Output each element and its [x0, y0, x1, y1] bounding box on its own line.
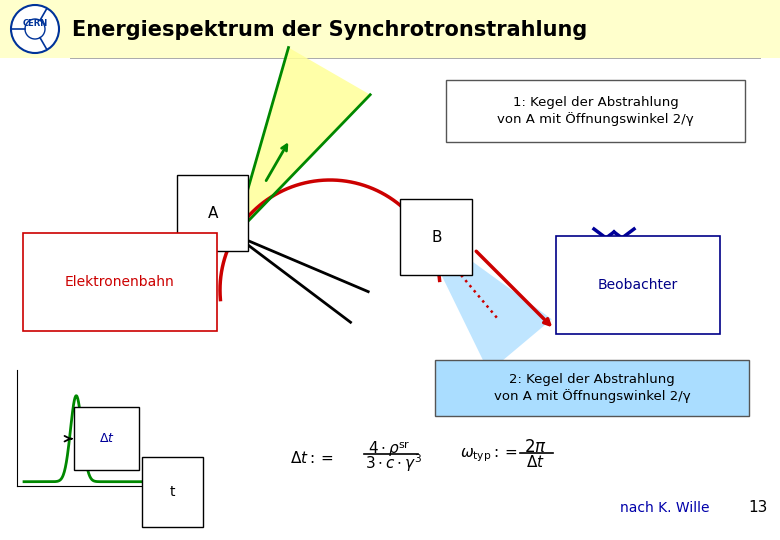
Text: $3 \cdot c \cdot \gamma^3$: $3 \cdot c \cdot \gamma^3$: [365, 452, 422, 474]
Text: $\Delta t$: $\Delta t$: [98, 432, 115, 445]
Text: $4 \cdot \rho$: $4 \cdot \rho$: [368, 438, 400, 457]
Text: $2\pi$: $2\pi$: [523, 438, 547, 456]
Text: $\Delta t$: $\Delta t$: [526, 454, 544, 470]
Polygon shape: [235, 48, 370, 235]
Text: A: A: [207, 206, 218, 220]
Text: Elektronenbahn: Elektronenbahn: [65, 275, 175, 289]
Text: nach K. Wille: nach K. Wille: [620, 501, 710, 515]
Text: 2: Kegel der Abstrahlung
von A mit Öffnungswinkel 2/γ: 2: Kegel der Abstrahlung von A mit Öffnu…: [494, 374, 690, 403]
Circle shape: [11, 5, 59, 53]
Text: B: B: [431, 230, 441, 245]
Text: $\omega_{\rm typ} :=$: $\omega_{\rm typ} :=$: [460, 446, 518, 464]
FancyBboxPatch shape: [435, 360, 749, 416]
FancyBboxPatch shape: [446, 80, 745, 142]
Text: 1: Kegel der Abstrahlung
von A mit Öffnungswinkel 2/γ: 1: Kegel der Abstrahlung von A mit Öffnu…: [497, 97, 694, 126]
Text: 13: 13: [748, 501, 768, 516]
FancyBboxPatch shape: [0, 0, 780, 58]
Text: Beobachter: Beobachter: [598, 278, 678, 292]
Polygon shape: [414, 219, 551, 372]
Text: $\mathregular{sr}$: $\mathregular{sr}$: [398, 440, 410, 450]
Text: $\Delta t :=$: $\Delta t :=$: [290, 450, 334, 466]
Text: Energiespektrum der Synchrotronstrahlung: Energiespektrum der Synchrotronstrahlung: [72, 20, 587, 40]
Text: CERN: CERN: [23, 18, 48, 28]
Text: t: t: [170, 485, 176, 499]
